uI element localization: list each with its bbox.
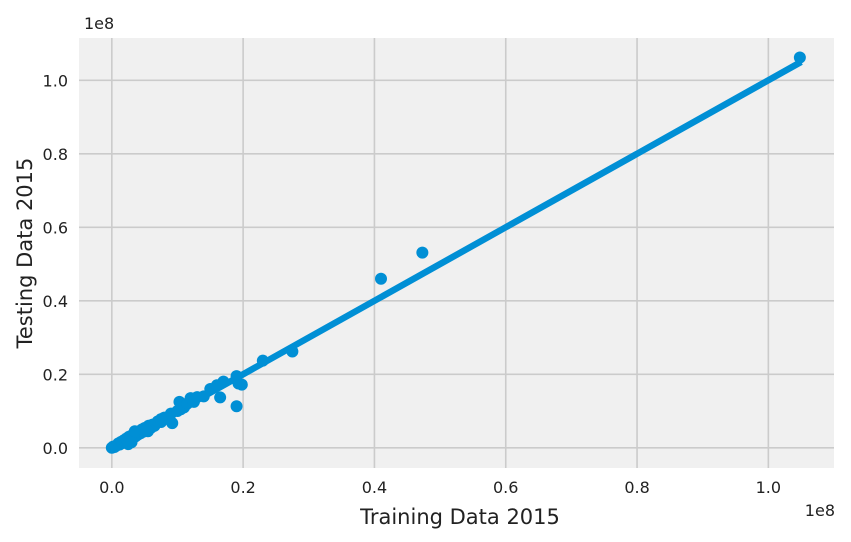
scatter-point: [230, 400, 243, 413]
y-tick-labels: 0.0 0.2 0.4 0.6 0.8 1.0: [43, 71, 68, 458]
scatter-point: [256, 354, 269, 367]
scatter-point: [217, 375, 230, 388]
x-tick-label: 0.0: [99, 478, 124, 497]
scatter-point: [286, 345, 299, 358]
grid-lines: [79, 38, 834, 468]
y-offset-label: 1e8: [84, 14, 114, 33]
scatter-point: [375, 272, 387, 285]
scatter-point: [155, 413, 168, 426]
x-axis-label: Training Data 2015: [359, 505, 560, 529]
scatter-point: [125, 436, 138, 449]
y-tick-label: 1.0: [43, 71, 68, 90]
y-tick-label: 0.2: [43, 365, 68, 384]
y-tick-label: 0.4: [43, 292, 68, 311]
y-tick-label: 0.6: [43, 218, 68, 237]
scatter-point: [128, 425, 141, 438]
x-offset-label: 1e8: [805, 501, 835, 520]
y-axis-label: Testing Data 2015: [13, 158, 37, 350]
scatter-point: [235, 378, 248, 391]
x-tick-label: 0.8: [624, 478, 649, 497]
scatter-point: [166, 417, 179, 430]
x-tick-label: 0.6: [493, 478, 518, 497]
scatter-point: [416, 246, 429, 259]
x-tick-labels: 0.0 0.2 0.4 0.6 0.8 1.0: [99, 478, 781, 497]
y-tick-label: 0.8: [43, 145, 68, 164]
x-tick-label: 0.4: [362, 478, 387, 497]
x-tick-label: 1.0: [756, 478, 781, 497]
scatter-points: [105, 51, 806, 454]
scatter-point: [214, 391, 227, 404]
scatter-point: [793, 51, 806, 64]
scatter-point: [141, 425, 154, 438]
y-tick-label: 0.0: [43, 439, 68, 458]
x-tick-label: 0.2: [230, 478, 255, 497]
